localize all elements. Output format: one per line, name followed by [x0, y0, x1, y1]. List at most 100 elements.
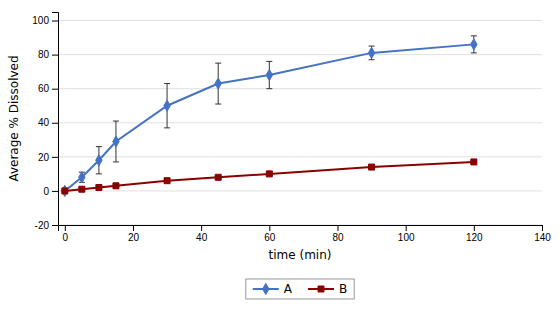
x-tick-label: 0: [63, 232, 69, 243]
marker: [96, 155, 102, 166]
error-bar: [96, 147, 102, 174]
grid-line: [58, 156, 542, 157]
x-tick: 40: [196, 225, 208, 243]
y-tick-label: 100: [32, 15, 49, 26]
marker: [266, 171, 272, 177]
error-bar-cap: [266, 88, 272, 89]
series-line: [65, 44, 474, 191]
x-tick: 120: [466, 225, 483, 243]
x-tick-label: 40: [196, 232, 208, 243]
data: [62, 36, 477, 197]
x-axis: 0 20 40 60 80 100 120 140: [59, 225, 552, 243]
chart: 0 20 40 60 80 100 120 140 -20 0 20 40 60 80 100 time (m…: [0, 0, 560, 309]
x-tick-label: 60: [264, 232, 276, 243]
legend-item: B: [308, 282, 347, 296]
error-bar-cap: [215, 104, 221, 105]
grid-line: [58, 122, 542, 123]
y-axis: -20 0 20 40 60 80 100: [32, 13, 58, 231]
error-bar-cap: [471, 52, 477, 53]
x-tick-mark: [133, 225, 134, 231]
series: [62, 36, 477, 197]
y-tick-mark: [52, 123, 58, 124]
error-bar: [164, 84, 170, 128]
x-tick-mark: [337, 225, 338, 231]
marker: [164, 100, 170, 111]
error-bar-cap: [164, 83, 170, 84]
grid-line: [58, 190, 542, 191]
legend-items: AB: [253, 282, 347, 296]
x-tick-label: 100: [398, 232, 415, 243]
x-tick-mark: [406, 225, 407, 231]
marker: [96, 185, 102, 191]
y-tick-label: 40: [38, 117, 50, 128]
legend: AB: [246, 279, 354, 299]
error-bar: [369, 46, 375, 60]
y-tick-mark: [52, 89, 58, 90]
error-bar: [79, 172, 85, 182]
marker: [62, 188, 68, 194]
y-tick: 40: [38, 117, 58, 128]
legend-item: A: [253, 282, 293, 296]
y-axis-title: Average % Dissolved: [7, 55, 21, 181]
x-tick-label: 120: [466, 232, 483, 243]
marker: [164, 178, 170, 184]
y-tick: 100: [32, 15, 58, 26]
error-bar: [215, 63, 221, 104]
error-bar-cap: [113, 121, 119, 122]
x-axis-line: [59, 226, 543, 232]
x-tick-label: 20: [128, 232, 140, 243]
marker: [79, 186, 85, 192]
legend-swatch-marker: [318, 286, 324, 292]
marker: [113, 136, 119, 147]
x-tick-label: 80: [332, 232, 344, 243]
x-tick-mark: [201, 225, 202, 231]
x-tick-label: 140: [534, 232, 551, 243]
error-bar: [471, 36, 477, 53]
legend-frame: [246, 279, 354, 299]
x-tick-mark: [65, 225, 66, 231]
y-axis-line: [52, 13, 59, 226]
error-bar: [266, 61, 272, 88]
y-tick-mark: [52, 21, 58, 22]
x-tick-mark: [542, 225, 543, 231]
y-tick-mark: [52, 191, 58, 192]
x-axis-title: time (min): [269, 248, 332, 262]
x-tick: 60: [264, 225, 276, 243]
marker: [215, 174, 221, 180]
marker: [266, 69, 272, 80]
x-tick-mark: [269, 225, 270, 231]
error-bar-cap: [113, 161, 119, 162]
error-bar-cap: [164, 127, 170, 128]
x-tick: 140: [534, 225, 551, 243]
error-bar-cap: [471, 35, 477, 36]
legend-label: B: [339, 282, 347, 296]
y-tick-label: 0: [43, 186, 49, 197]
y-tick-mark: [52, 157, 58, 158]
grid-line: [58, 88, 542, 89]
x-tick: 0: [63, 225, 69, 243]
marker: [62, 185, 68, 196]
y-tick-mark: [52, 55, 58, 56]
marker: [471, 39, 477, 50]
y-tick-label: -20: [35, 220, 50, 231]
marker: [369, 164, 375, 170]
plot: 0 20 40 60 80 100 120 140 -20 0 20 40 60 80 100 time (m…: [7, 13, 551, 263]
error-bar-cap: [215, 63, 221, 64]
x-tick: 80: [332, 225, 344, 243]
marker: [368, 47, 374, 58]
y-tick: 0: [43, 186, 58, 197]
legend-swatch-marker: [263, 283, 269, 294]
grid: [58, 21, 542, 225]
error-bar-cap: [266, 61, 272, 62]
marker: [113, 183, 119, 189]
marker: [471, 159, 477, 165]
marker: [215, 78, 221, 89]
y-tick-mark: [52, 225, 58, 226]
legend-label: A: [284, 282, 293, 296]
x-tick: 100: [398, 225, 415, 243]
series-line: [65, 162, 474, 191]
y-tick: 20: [38, 152, 58, 163]
y-tick: 80: [38, 49, 58, 60]
series: [62, 159, 477, 194]
y-tick-label: 60: [38, 83, 50, 94]
